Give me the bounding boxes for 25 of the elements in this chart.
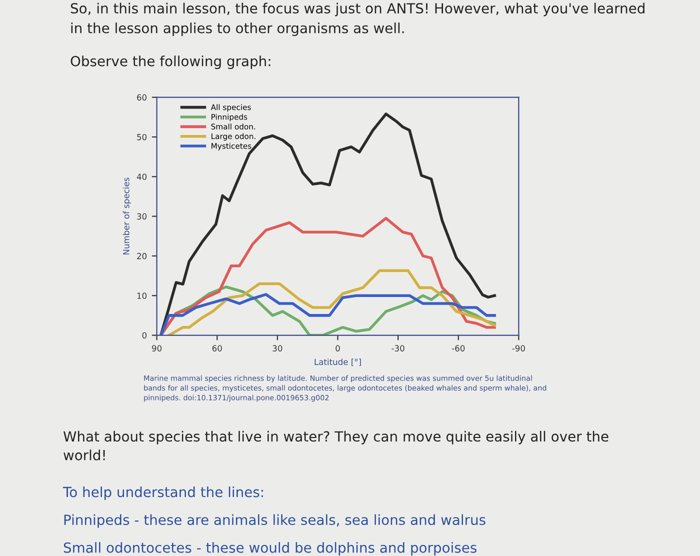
y-axis-title: Number of species xyxy=(122,178,131,254)
x-tick-label: 90 xyxy=(152,345,162,352)
x-tick-label: 30 xyxy=(272,345,282,352)
line-series xyxy=(168,269,496,336)
line-series xyxy=(159,112,496,336)
text: Pinnipeds - these are animals like seals, sea lions and walrus xyxy=(64,514,486,528)
text: What about species that live in water? They can move quite easily all over the world! xyxy=(63,430,608,460)
text: Small odontocetes - these would be dolphins and porpoises xyxy=(64,542,476,556)
y-tick-label: 30 xyxy=(137,213,147,220)
chart-title: So, in this main lesson, the focus was just on ANTS! However, what you've learned in the lesson applies to other organisms as well. xyxy=(70,2,644,36)
x-tick-label: -30 xyxy=(392,345,404,352)
text: To help understand the lines: xyxy=(62,486,263,500)
x-tick-label: 0 xyxy=(336,345,340,352)
x-axis-title: Latitude [°] xyxy=(314,358,361,366)
line-series xyxy=(159,293,496,336)
y-tick-label: 20 xyxy=(137,252,147,260)
x-tick-label: 60 xyxy=(212,345,222,352)
y-tick-label: 50 xyxy=(137,134,147,140)
y-tick-label: 60 xyxy=(137,94,147,101)
y-tick-label: 40 xyxy=(136,174,147,180)
x-tick-label: -90 xyxy=(512,345,525,352)
chart-subtitle: Observe the following graph: xyxy=(70,56,270,70)
y-tick-label: 0 xyxy=(142,332,147,339)
x-tick-label: -60 xyxy=(452,345,465,352)
y-tick-label: 10 xyxy=(137,292,147,299)
